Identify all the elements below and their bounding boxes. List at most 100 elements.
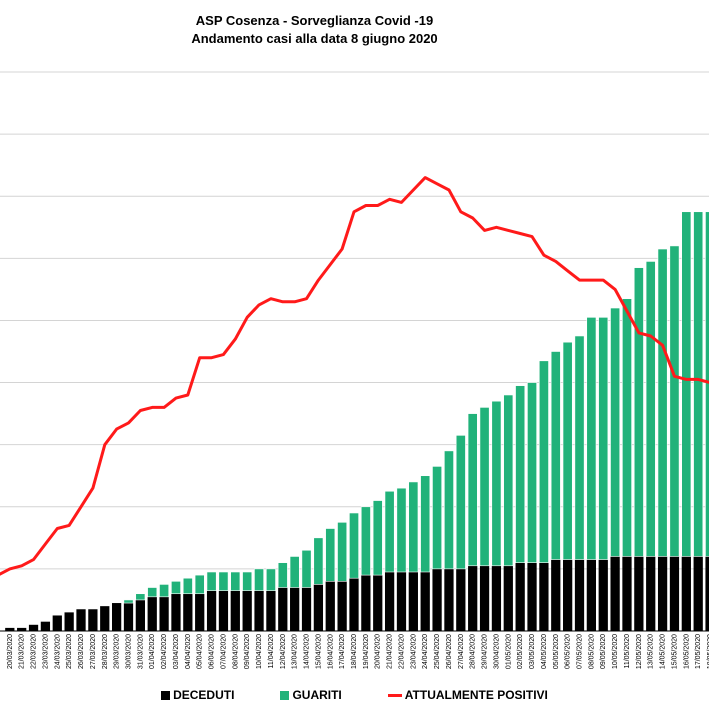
- bar-guariti: [444, 450, 454, 570]
- bar-deceduti: [491, 565, 502, 631]
- legend-swatch-positivi: [387, 693, 402, 697]
- bar-deceduti: [5, 627, 15, 631]
- x-tick-label: 07/04/2020: [220, 634, 227, 669]
- x-tick-label: 25/03/2020: [66, 634, 73, 669]
- x-tick-label: 18/05/2020: [707, 634, 709, 669]
- bar-deceduti: [206, 590, 217, 631]
- bar-guariti: [194, 574, 205, 595]
- bar-deceduti: [88, 609, 98, 631]
- x-tick-label: 22/04/2020: [399, 634, 406, 669]
- bar-deceduti: [669, 556, 680, 631]
- x-tick-label: 22/03/2020: [31, 634, 38, 669]
- x-tick-label: 14/04/2020: [304, 634, 311, 669]
- bar-guariti: [622, 298, 632, 557]
- bar-deceduti: [325, 581, 335, 631]
- bar-deceduti: [444, 568, 454, 631]
- bar-deceduti: [171, 593, 181, 631]
- legend-label-deceduti: DECEDUTI: [173, 688, 235, 702]
- x-tick-label: 05/04/2020: [197, 634, 204, 669]
- bar-guariti: [527, 382, 537, 563]
- bar-guariti: [206, 571, 217, 591]
- bar-guariti: [408, 481, 419, 573]
- bar-deceduti: [76, 609, 86, 631]
- bar-deceduti: [147, 596, 157, 631]
- bar-deceduti: [432, 568, 442, 631]
- bar-guariti: [610, 307, 621, 557]
- bar-deceduti: [349, 578, 359, 631]
- bar-guariti: [182, 577, 193, 595]
- bar-deceduti: [254, 590, 264, 631]
- x-tick-label: 17/05/2020: [695, 634, 702, 669]
- x-tick-label: 19/04/2020: [363, 634, 370, 669]
- x-tick-label: 10/04/2020: [256, 634, 263, 669]
- bar-deceduti: [693, 556, 703, 631]
- x-tick-label: 21/04/2020: [387, 634, 394, 669]
- x-tick-label: 04/05/2020: [541, 634, 548, 669]
- chart-subtitle: Andamento casi alla data 8 giugno 2020: [191, 31, 438, 46]
- bar-guariti: [420, 475, 431, 573]
- bar-deceduti: [563, 559, 573, 631]
- x-tick-label: 18/04/2020: [351, 634, 358, 669]
- bar-deceduti: [657, 556, 668, 631]
- bar-guariti: [479, 407, 490, 567]
- bar-deceduti: [574, 559, 585, 631]
- bar-deceduti: [408, 571, 418, 631]
- x-tick-label: 15/05/2020: [672, 634, 679, 669]
- bar-deceduti: [598, 559, 608, 631]
- x-tick-label: 08/04/2020: [232, 634, 239, 669]
- x-tick-label: 29/04/2020: [482, 634, 489, 669]
- bar-deceduti: [218, 590, 229, 631]
- bar-deceduti: [266, 590, 276, 631]
- bar-guariti: [171, 581, 181, 595]
- bar-guariti: [384, 490, 395, 573]
- bar-deceduti: [230, 590, 240, 631]
- bar-deceduti: [301, 587, 312, 631]
- bar-deceduti: [52, 615, 62, 631]
- bar-guariti: [372, 500, 383, 576]
- bar-guariti: [218, 571, 229, 591]
- bar-guariti: [396, 487, 407, 573]
- x-tick-label: 26/03/2020: [78, 634, 85, 669]
- bar-deceduti: [337, 581, 347, 631]
- bar-guariti: [432, 466, 443, 570]
- bar-deceduti: [313, 584, 324, 631]
- bar-deceduti: [123, 603, 134, 631]
- x-tick-label: 28/03/2020: [102, 634, 109, 669]
- bar-deceduti: [610, 556, 620, 631]
- x-tick-label: 27/03/2020: [90, 634, 97, 669]
- bar-guariti: [337, 522, 348, 582]
- x-tick-label: 31/03/2020: [137, 634, 144, 669]
- bar-guariti: [574, 335, 585, 560]
- x-tick-label: 08/05/2020: [588, 634, 595, 669]
- bar-deceduti: [183, 593, 193, 631]
- bar-deceduti: [135, 599, 145, 631]
- x-tick-labels: 19/03/2020 20/03/2020 21/03/2020 22/03/2020…: [0, 634, 709, 669]
- x-tick-label: 01/04/2020: [149, 634, 156, 669]
- x-tick-label: 23/03/2020: [42, 634, 49, 669]
- x-tick-label: 01/05/2020: [505, 634, 512, 669]
- x-tick-label: 09/04/2020: [244, 634, 251, 669]
- bar-deceduti: [681, 556, 691, 631]
- bar-deceduti: [646, 556, 656, 631]
- x-tick-label: 03/05/2020: [529, 634, 536, 669]
- bar-deceduti: [242, 590, 252, 631]
- bar-guariti: [254, 568, 264, 591]
- bar-guariti: [265, 568, 276, 591]
- x-tick-label: 19/03/2020: [0, 634, 2, 669]
- x-tick-label: 25/04/2020: [434, 634, 441, 669]
- x-tick-label: 15/04/2020: [315, 634, 322, 669]
- bar-deceduti: [468, 565, 478, 631]
- bar-guariti: [491, 400, 502, 567]
- chart-title: ASP Cosenza - Sorveglianza Covid -19: [195, 13, 434, 28]
- bar-guariti: [693, 211, 704, 557]
- x-tick-label: 04/04/2020: [185, 634, 192, 669]
- bar-guariti: [277, 562, 288, 588]
- x-tick-label: 16/05/2020: [683, 634, 690, 669]
- bar-guariti: [123, 599, 134, 604]
- x-tick-label: 17/04/2020: [339, 634, 346, 669]
- legend-item-deceduti: DECEDUTI: [161, 688, 234, 702]
- bar-deceduti: [622, 556, 632, 631]
- bar-guariti: [645, 261, 656, 557]
- x-tick-label: 16/04/2020: [327, 634, 334, 669]
- x-tick-label: 07/05/2020: [577, 634, 584, 669]
